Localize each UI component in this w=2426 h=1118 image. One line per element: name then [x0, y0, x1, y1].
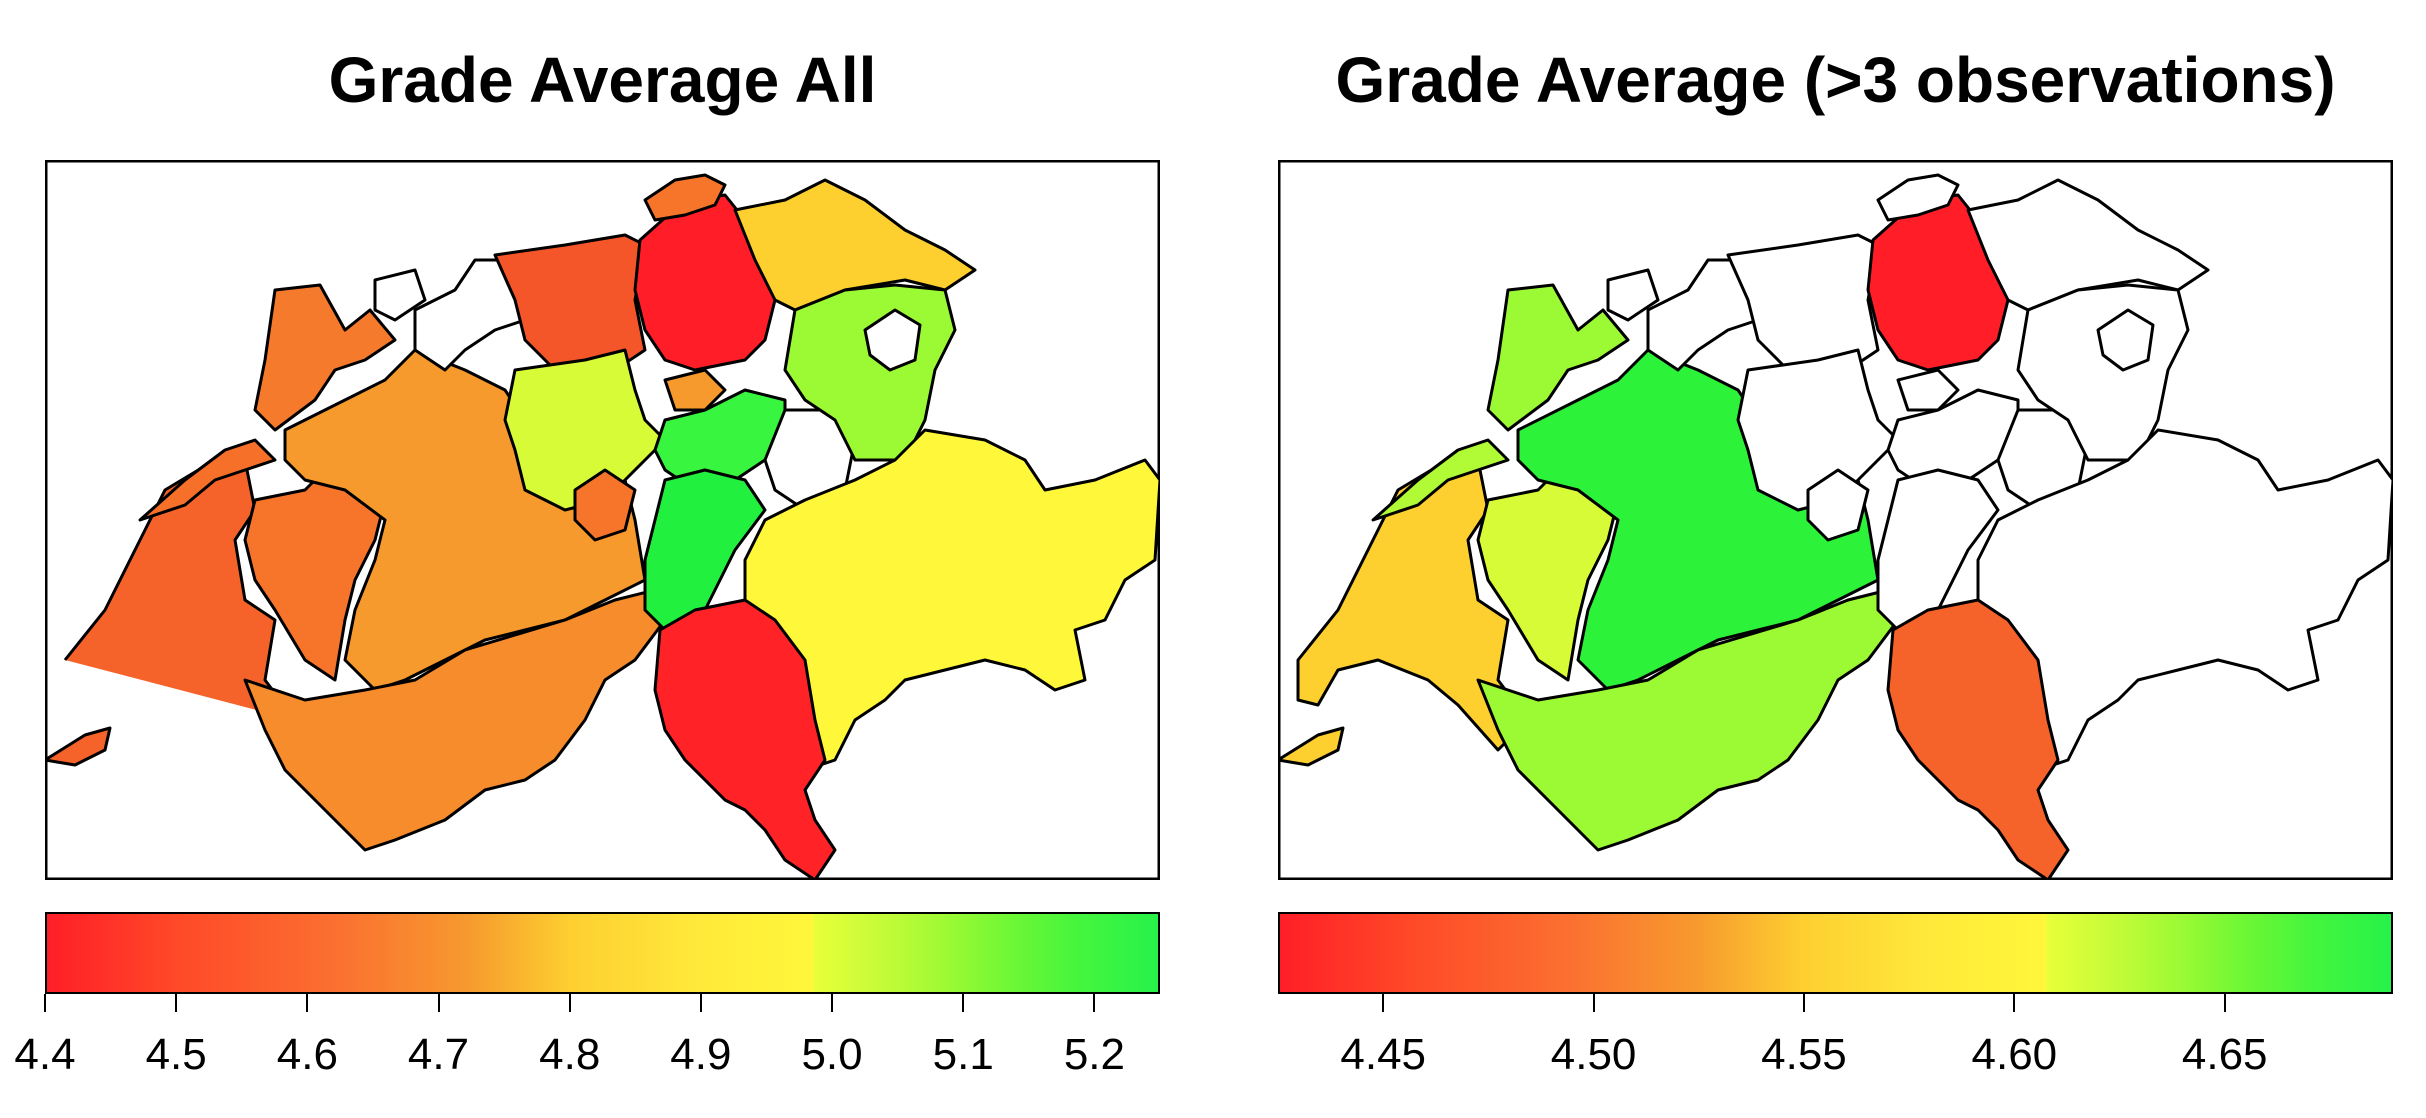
panel-title: Grade Average (>3 observations): [1335, 44, 2336, 116]
scale-tick-label: 4.50: [1550, 1030, 1637, 1079]
canton-zug: [663, 368, 727, 412]
scale-tick-label: 5.2: [1063, 1030, 1125, 1079]
canton-jura: [1486, 283, 1630, 432]
scale-tick-label: 4.45: [1340, 1030, 1427, 1079]
canton-appenzell: [863, 308, 922, 372]
canton-thurgau: [733, 178, 977, 312]
canton-zurich: [1866, 193, 2010, 372]
scale-tick-label: 4.7: [407, 1030, 470, 1079]
scale-tick: [1382, 994, 1385, 1012]
canton-lucerne: [1736, 348, 1900, 512]
scale-tick-label: 4.55: [1761, 1030, 1847, 1079]
canton-zug: [1896, 368, 1960, 412]
scale-tick: [1093, 994, 1096, 1012]
canton-valais: [1476, 588, 1900, 852]
canton-obwalden: [1806, 468, 1870, 542]
scale-tick-label: 4.60: [1971, 1030, 2058, 1079]
scale-tick-label: 5.1: [932, 1030, 994, 1079]
canton-neuchatel: [1371, 438, 1510, 522]
color-scale-bar: [45, 912, 1160, 994]
scale-tick: [568, 994, 571, 1012]
scale-tick-label: 4.4: [14, 1030, 76, 1079]
scale-tick: [44, 994, 46, 1012]
scale-tick-label: 4.8: [539, 1030, 601, 1079]
canton-basel: [1606, 268, 1660, 322]
canton-ticino: [1886, 598, 2070, 880]
canton-neuchatel: [138, 438, 277, 522]
scale-tick: [699, 994, 702, 1012]
scale-tick: [306, 994, 309, 1012]
scale-tick: [1592, 994, 1595, 1012]
canton-geneva: [1278, 726, 1345, 767]
canton-thurgau: [1966, 178, 2210, 312]
scale-tick: [437, 994, 440, 1012]
scale-tick: [831, 994, 834, 1012]
canton-geneva: [45, 726, 112, 767]
canton-vaud: [63, 458, 297, 721]
canton-valais: [243, 588, 667, 852]
canton-jura: [253, 283, 397, 432]
scale-tick-label: 4.9: [670, 1030, 732, 1079]
canton-schaffhausen: [643, 173, 727, 222]
switzerland-map-all: [45, 160, 1160, 880]
canton-obwalden: [573, 468, 637, 542]
color-scale-bar: [1278, 912, 2393, 994]
scale-tick: [175, 994, 178, 1012]
canton-schaffhausen: [1876, 173, 1960, 222]
scale-tick: [2223, 994, 2226, 1012]
canton-lucerne: [503, 348, 667, 512]
canton-appenzell: [2096, 308, 2155, 372]
canton-basel: [373, 268, 427, 322]
canton-zurich: [633, 193, 777, 372]
scale-tick-label: 5.0: [801, 1030, 863, 1079]
switzerland-map-filtered: [1278, 160, 2393, 880]
scale-tick-label: 4.65: [2181, 1030, 2268, 1079]
scale-tick-label: 4.6: [276, 1030, 338, 1079]
scale-tick: [962, 994, 965, 1012]
canton-ticino: [653, 598, 837, 880]
canton-vaud: [1296, 458, 1530, 752]
scale-tick: [1802, 994, 1805, 1012]
scale-tick-label: 4.5: [145, 1030, 207, 1079]
panel-title: Grade Average All: [328, 44, 877, 116]
scale-tick: [2013, 994, 2016, 1012]
